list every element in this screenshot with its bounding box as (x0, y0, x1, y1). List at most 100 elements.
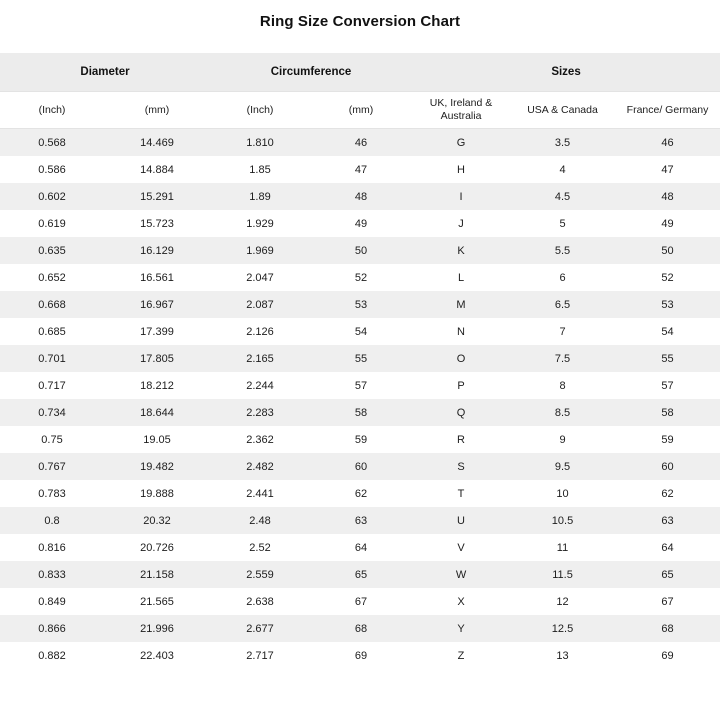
cell-size-uk: G (412, 128, 511, 156)
sub-header-usa-canada: USA & Canada (510, 91, 616, 129)
cell-size-uk: J (412, 210, 511, 237)
cell-circumference-inch: 1.89 (210, 183, 310, 210)
ring-size-conversion-table: Diameter Circumference Sizes (Inch) (mm)… (0, 53, 720, 669)
cell-size-usa: 8 (510, 372, 616, 399)
cell-diameter-inch: 0.849 (0, 588, 104, 615)
table-row: 0.866 21.996 2.677 68 Y 12.5 68 (0, 615, 720, 642)
cell-circumference-mm: 49 (310, 210, 413, 237)
cell-circumference-inch: 2.087 (210, 291, 310, 318)
cell-circumference-inch: 2.559 (210, 561, 310, 588)
cell-circumference-inch: 2.482 (210, 453, 310, 480)
cell-size-uk: Y (412, 615, 511, 642)
cell-circumference-inch: 2.283 (210, 399, 310, 426)
cell-size-usa: 5.5 (510, 237, 616, 264)
cell-circumference-inch: 2.126 (210, 318, 310, 345)
sub-header-uk-ireland-australia: UK, Ireland & Australia (412, 91, 511, 129)
table-row: 0.701 17.805 2.165 55 O 7.5 55 (0, 345, 720, 372)
cell-diameter-mm: 16.967 (104, 291, 210, 318)
cell-circumference-mm: 69 (310, 642, 413, 669)
cell-circumference-inch: 2.244 (210, 372, 310, 399)
cell-size-usa: 5 (510, 210, 616, 237)
cell-size-uk: X (412, 588, 511, 615)
cell-size-france: 62 (615, 480, 720, 507)
cell-diameter-mm: 20.726 (104, 534, 210, 561)
table-body: 0.568 14.469 1.810 46 G 3.5 46 0.586 14.884 1.85 4… (0, 128, 720, 669)
cell-size-usa: 9.5 (510, 453, 616, 480)
cell-diameter-mm: 19.888 (104, 480, 210, 507)
cell-size-usa: 11 (510, 534, 616, 561)
cell-diameter-mm: 19.05 (104, 426, 210, 453)
cell-size-uk: T (412, 480, 511, 507)
sub-header-france-germany: France/ Germany (615, 91, 720, 129)
table-row: 0.882 22.403 2.717 69 Z 13 69 (0, 642, 720, 669)
cell-circumference-inch: 2.717 (210, 642, 310, 669)
table-row: 0.635 16.129 1.969 50 K 5.5 50 (0, 237, 720, 264)
cell-diameter-inch: 0.602 (0, 183, 104, 210)
cell-size-usa: 4.5 (510, 183, 616, 210)
table-row: 0.8 20.32 2.48 63 U 10.5 63 (0, 507, 720, 534)
cell-size-uk: I (412, 183, 511, 210)
table-row: 0.619 15.723 1.929 49 J 5 49 (0, 210, 720, 237)
table-row: 0.816 20.726 2.52 64 V 11 64 (0, 534, 720, 561)
cell-size-france: 57 (615, 372, 720, 399)
cell-circumference-inch: 2.52 (210, 534, 310, 561)
cell-size-france: 63 (615, 507, 720, 534)
cell-circumference-mm: 65 (310, 561, 413, 588)
cell-diameter-mm: 19.482 (104, 453, 210, 480)
table-row: 0.652 16.561 2.047 52 L 6 52 (0, 264, 720, 291)
cell-diameter-inch: 0.882 (0, 642, 104, 669)
cell-size-france: 50 (615, 237, 720, 264)
cell-size-usa: 8.5 (510, 399, 616, 426)
sub-header-diameter-inch: (Inch) (0, 91, 104, 129)
cell-size-uk: N (412, 318, 511, 345)
table-row: 0.685 17.399 2.126 54 N 7 54 (0, 318, 720, 345)
cell-diameter-mm: 15.723 (104, 210, 210, 237)
cell-size-usa: 12.5 (510, 615, 616, 642)
cell-diameter-mm: 16.129 (104, 237, 210, 264)
cell-diameter-mm: 21.565 (104, 588, 210, 615)
cell-circumference-mm: 67 (310, 588, 413, 615)
cell-diameter-inch: 0.734 (0, 399, 104, 426)
table-row: 0.602 15.291 1.89 48 I 4.5 48 (0, 183, 720, 210)
cell-size-usa: 4 (510, 156, 616, 183)
cell-circumference-mm: 64 (310, 534, 413, 561)
table-row: 0.849 21.565 2.638 67 X 12 67 (0, 588, 720, 615)
cell-size-france: 55 (615, 345, 720, 372)
cell-circumference-mm: 47 (310, 156, 413, 183)
cell-diameter-inch: 0.75 (0, 426, 104, 453)
table-row: 0.734 18.644 2.283 58 Q 8.5 58 (0, 399, 720, 426)
table-row: 0.568 14.469 1.810 46 G 3.5 46 (0, 128, 720, 156)
cell-size-france: 58 (615, 399, 720, 426)
cell-diameter-mm: 21.158 (104, 561, 210, 588)
sub-header-row: (Inch) (mm) (Inch) (mm) UK, Ireland & Au… (0, 91, 720, 129)
table-row: 0.668 16.967 2.087 53 M 6.5 53 (0, 291, 720, 318)
group-header-row: Diameter Circumference Sizes (0, 53, 720, 92)
cell-size-france: 68 (615, 615, 720, 642)
cell-diameter-inch: 0.816 (0, 534, 104, 561)
cell-size-france: 59 (615, 426, 720, 453)
cell-diameter-inch: 0.619 (0, 210, 104, 237)
cell-size-usa: 12 (510, 588, 616, 615)
cell-diameter-inch: 0.866 (0, 615, 104, 642)
cell-circumference-inch: 1.929 (210, 210, 310, 237)
cell-size-france: 69 (615, 642, 720, 669)
sub-header-circumference-mm: (mm) (310, 91, 413, 129)
cell-circumference-mm: 48 (310, 183, 413, 210)
cell-size-france: 53 (615, 291, 720, 318)
cell-size-usa: 10 (510, 480, 616, 507)
cell-size-uk: K (412, 237, 511, 264)
cell-circumference-mm: 52 (310, 264, 413, 291)
cell-size-usa: 6.5 (510, 291, 616, 318)
cell-size-uk: Z (412, 642, 511, 669)
cell-diameter-mm: 18.644 (104, 399, 210, 426)
cell-diameter-inch: 0.586 (0, 156, 104, 183)
cell-size-france: 47 (615, 156, 720, 183)
cell-size-france: 46 (615, 128, 720, 156)
cell-circumference-mm: 60 (310, 453, 413, 480)
cell-circumference-mm: 46 (310, 128, 413, 156)
cell-diameter-mm: 18.212 (104, 372, 210, 399)
cell-diameter-inch: 0.568 (0, 128, 104, 156)
cell-diameter-inch: 0.767 (0, 453, 104, 480)
cell-circumference-mm: 55 (310, 345, 413, 372)
